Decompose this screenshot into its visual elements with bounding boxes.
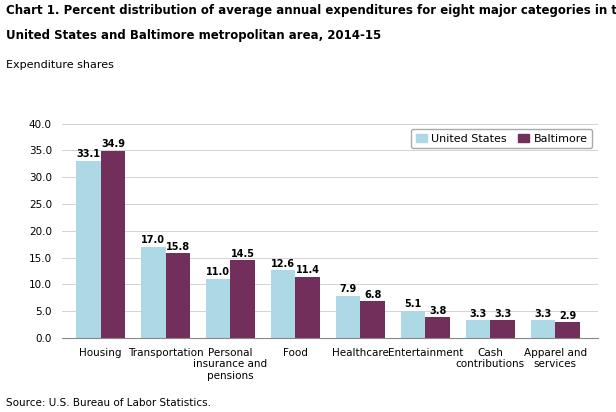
Text: 12.6: 12.6 — [271, 259, 295, 269]
Bar — [360, 302, 385, 338]
Bar — [490, 320, 515, 338]
Text: 3.3: 3.3 — [469, 309, 487, 318]
Text: Expenditure shares: Expenditure shares — [6, 60, 114, 70]
Bar — [141, 247, 166, 338]
Text: 34.9: 34.9 — [101, 139, 125, 149]
Bar — [206, 279, 230, 338]
Text: 2.9: 2.9 — [559, 311, 576, 321]
Bar — [426, 318, 450, 338]
Text: 17.0: 17.0 — [141, 235, 165, 245]
Text: 5.1: 5.1 — [405, 299, 422, 309]
Text: 3.8: 3.8 — [429, 306, 447, 316]
Bar — [296, 277, 320, 338]
Text: 11.0: 11.0 — [206, 267, 230, 277]
Text: United States and Baltimore metropolitan area, 2014-15: United States and Baltimore metropolitan… — [6, 29, 381, 42]
Text: 3.3: 3.3 — [534, 309, 551, 318]
Text: 3.3: 3.3 — [494, 309, 511, 318]
Text: Chart 1. Percent distribution of average annual expenditures for eight major cat: Chart 1. Percent distribution of average… — [6, 4, 616, 17]
Bar — [166, 253, 190, 338]
Bar — [271, 270, 296, 338]
Text: 11.4: 11.4 — [296, 265, 320, 275]
Text: 33.1: 33.1 — [76, 149, 100, 159]
Text: 14.5: 14.5 — [231, 248, 255, 259]
Bar — [230, 260, 255, 338]
Bar — [100, 151, 125, 338]
Text: 7.9: 7.9 — [339, 284, 357, 294]
Text: 6.8: 6.8 — [364, 290, 381, 300]
Text: Source: U.S. Bureau of Labor Statistics.: Source: U.S. Bureau of Labor Statistics. — [6, 398, 211, 408]
Bar — [466, 320, 490, 338]
Bar — [336, 295, 360, 338]
Bar — [400, 311, 426, 338]
Text: 15.8: 15.8 — [166, 241, 190, 252]
Bar — [530, 320, 555, 338]
Legend: United States, Baltimore: United States, Baltimore — [411, 129, 592, 148]
Bar — [76, 161, 100, 338]
Bar — [555, 322, 580, 338]
